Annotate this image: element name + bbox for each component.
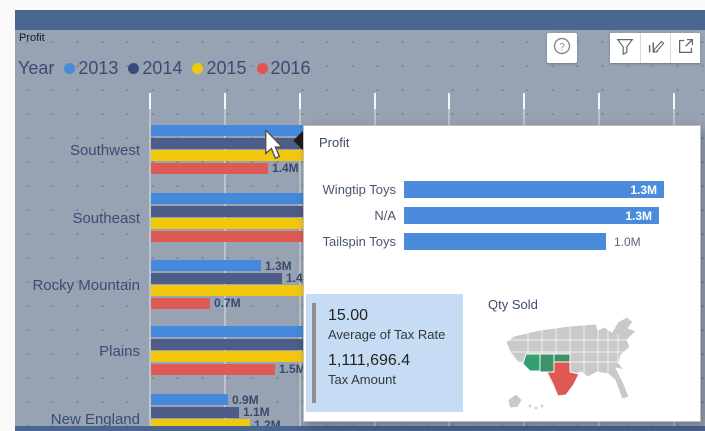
bar-new-england-2013[interactable] <box>151 394 228 405</box>
bar-rocky-mountain-2014[interactable] <box>151 272 282 284</box>
card-accent-bar <box>312 303 316 403</box>
bar-plains-2016[interactable] <box>151 363 275 375</box>
visual-footer-bar <box>15 426 705 431</box>
tooltip-bar-na: 1.3M <box>404 207 659 224</box>
tooltip-bar-tailspin-toys <box>404 233 606 250</box>
legend: Year 2013 2014 2015 2016 <box>18 58 321 79</box>
filter-icon <box>615 36 635 61</box>
category-label-southeast[interactable]: Southeast <box>72 209 140 227</box>
category-label-plains[interactable]: Plains <box>99 342 140 360</box>
bar-new-england-2015[interactable] <box>151 419 250 426</box>
axis-tick <box>224 93 226 109</box>
visual-title: Profit <box>19 32 45 44</box>
tooltip-bar-value: 1.3M <box>625 208 652 223</box>
legend-item-2016[interactable]: 2016 <box>256 58 311 79</box>
legend-item-2013[interactable]: 2013 <box>64 58 118 79</box>
us-mainland <box>505 316 637 400</box>
tax-rate-label: Average of Tax Rate <box>328 327 446 342</box>
bar-southeast-2013[interactable] <box>151 193 443 204</box>
tooltip-title: Profit <box>319 135 350 150</box>
legend-item-2014[interactable]: 2014 <box>128 58 182 79</box>
tooltip-bar-value: 1.0M <box>614 234 641 249</box>
bar-rocky-mountain-2015[interactable] <box>151 285 327 297</box>
category-label-rocky-mountain[interactable]: Rocky Mountain <box>32 276 140 294</box>
legend-label: 2013 <box>78 58 119 78</box>
bar-value: 0.9M <box>232 392 259 407</box>
bar-group-plains: Plains 1.5M <box>15 326 705 376</box>
qty-sold-map <box>500 314 680 414</box>
visual-toolbar <box>610 33 700 63</box>
tax-card: 15.00 Average of Tax Rate 1,111,696.4 Ta… <box>306 294 463 412</box>
bar-southwest-2016[interactable] <box>151 162 268 174</box>
tooltip-bar-label: Wingtip Toys <box>322 182 396 197</box>
help-button[interactable]: ? <box>547 33 577 63</box>
mouse-cursor <box>264 128 286 165</box>
qty-sold-title: Qty Sold <box>488 297 538 312</box>
gridline <box>299 95 301 426</box>
bar-rocky-mountain-2016[interactable] <box>151 297 210 309</box>
legend-dot-2014 <box>128 63 140 74</box>
category-label-southwest[interactable]: Southwest <box>69 141 140 159</box>
legend-label: 2016 <box>270 58 311 78</box>
bar-plains-2014[interactable] <box>151 338 433 350</box>
bar-group-rocky-mountain: Rocky Mountain 1.3M 1.4M 0.7M <box>15 258 705 311</box>
tax-amount-label: Tax Amount <box>328 372 396 387</box>
edit-icon <box>646 36 666 61</box>
legend-label: 2014 <box>142 58 183 78</box>
tax-amount-value: 1,111,696.4 <box>328 352 411 369</box>
state-oklahoma <box>553 353 571 363</box>
axis-tick <box>299 93 301 109</box>
axis-tick <box>448 93 450 109</box>
bar-plains-2015[interactable] <box>151 351 443 363</box>
axis-tick <box>523 93 525 109</box>
legend-title: Year <box>18 58 55 78</box>
tooltip-bar-label: Tailspin Toys <box>322 234 396 249</box>
legend-dot-2013 <box>64 63 76 74</box>
bar-value: 1.5M <box>279 362 306 377</box>
legend-label: 2015 <box>206 58 247 78</box>
popout-button[interactable] <box>670 33 700 63</box>
help-icon: ? <box>552 36 572 61</box>
report-tooltip: Profit Wingtip Toys 1.3M N/A 1.3M Tailsp… <box>303 125 701 422</box>
legend-dot-2016 <box>256 63 268 74</box>
bar-group-new-england: New England 0.9M 1.1M 1.2M <box>15 392 705 427</box>
edit-button[interactable] <box>640 33 670 63</box>
category-label-new-england[interactable]: New England <box>50 410 140 427</box>
axis-tick <box>374 93 376 109</box>
bar-plains-2013[interactable] <box>151 326 423 337</box>
bar-value: 0.7M <box>214 296 241 311</box>
axis-tick <box>149 93 151 109</box>
filter-button[interactable] <box>610 33 640 63</box>
axis-tick <box>673 93 675 109</box>
bar-value: 1.3M <box>265 258 292 273</box>
tooltip-bar-label: N/A <box>374 208 396 223</box>
state-texas <box>546 361 580 397</box>
bar-new-england-2014[interactable] <box>151 406 239 418</box>
tax-rate-value: 15.00 <box>328 307 369 324</box>
bar-value: 1.4M <box>272 161 299 176</box>
popout-icon <box>676 36 696 61</box>
state-new-mexico <box>539 353 555 373</box>
state-arizona <box>522 353 541 372</box>
tooltip-bar-value: 1.3M <box>630 182 657 197</box>
axis-tick <box>598 93 600 109</box>
bar-southeast-2016[interactable] <box>151 230 433 242</box>
bar-rocky-mountain-2013[interactable] <box>151 260 261 271</box>
alaska <box>507 393 523 409</box>
legend-item-2015[interactable]: 2015 <box>192 58 247 79</box>
tooltip-bar-wingtip-toys: 1.3M <box>404 181 664 198</box>
visual-header-bar <box>15 10 705 30</box>
bar-southeast-2014[interactable] <box>151 205 453 217</box>
svg-text:?: ? <box>559 42 565 53</box>
legend-dot-2015 <box>192 63 204 74</box>
bar-value: 1.2M <box>254 417 281 426</box>
bar-value: 1.1M <box>243 405 270 420</box>
gridline <box>149 95 151 426</box>
